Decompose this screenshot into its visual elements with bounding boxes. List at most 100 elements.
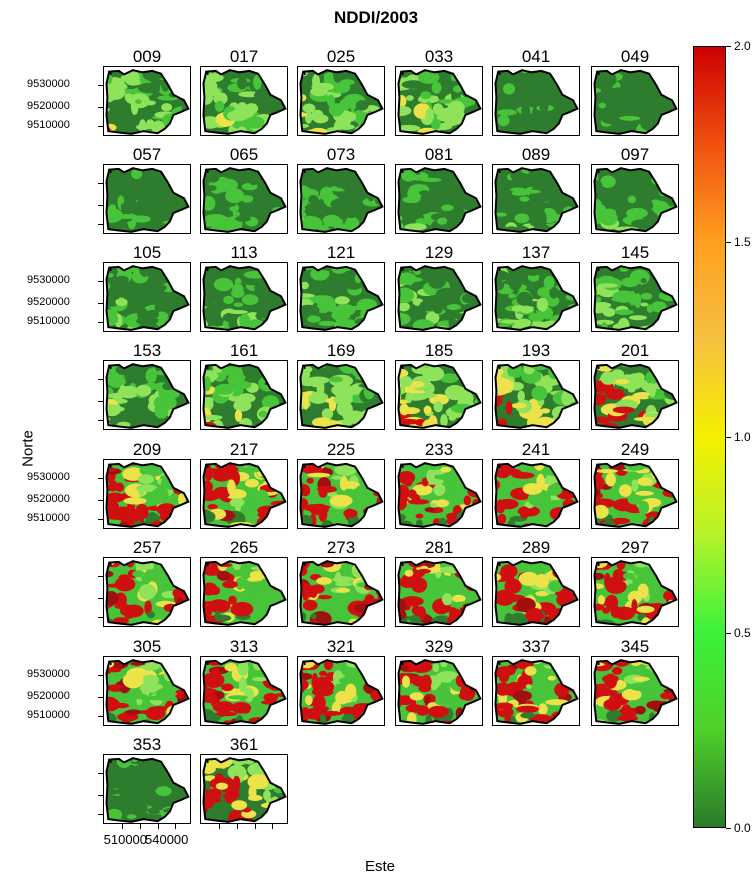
map-panel-129 xyxy=(395,262,483,332)
north-marker xyxy=(304,267,306,271)
y-tick-mark xyxy=(98,106,103,108)
map-outline xyxy=(299,363,384,429)
map-outline xyxy=(202,757,287,823)
map-outline xyxy=(299,462,384,528)
panel-frame xyxy=(492,262,580,332)
panel-frame xyxy=(103,754,191,824)
map-panel-201 xyxy=(591,360,679,430)
y-tick-mark xyxy=(98,84,103,86)
panel-title: 097 xyxy=(620,145,650,164)
panel-frame xyxy=(200,164,288,234)
panel-frame xyxy=(200,262,288,332)
panel-frame xyxy=(395,164,483,234)
y-tick-mark xyxy=(98,204,103,206)
map-panel-305 xyxy=(103,656,191,726)
panel-title: 361 xyxy=(229,735,259,754)
panel-frame xyxy=(103,360,191,430)
map-outline xyxy=(299,659,384,725)
panel-frame xyxy=(103,164,191,234)
map-outline xyxy=(105,363,190,429)
panel-title: 249 xyxy=(620,440,650,459)
panel-title: 329 xyxy=(424,637,454,656)
panel-frame xyxy=(591,66,679,136)
panel-frame xyxy=(200,66,288,136)
colorbar-tick-label: 0.5 xyxy=(734,625,751,640)
panel-title: 353 xyxy=(132,735,162,754)
panel-frame xyxy=(492,164,580,234)
panel-title: 113 xyxy=(230,243,258,262)
panel-frame xyxy=(200,557,288,627)
map-outline xyxy=(105,265,190,331)
north-marker xyxy=(207,562,209,566)
north-marker xyxy=(499,562,501,566)
panel-title: 089 xyxy=(521,145,551,164)
x-tick-label: 540000 xyxy=(145,832,189,847)
north-marker xyxy=(304,169,306,173)
map-outline xyxy=(202,265,287,331)
map-panel-209 xyxy=(103,459,191,529)
x-tick-mark xyxy=(236,824,238,829)
panel-title: 321 xyxy=(326,637,356,656)
y-tick-label: 9520000 xyxy=(27,689,70,702)
map-panel-345 xyxy=(591,656,679,726)
colorbar-gradient xyxy=(693,46,726,828)
colorbar-tick-label: 0.0 xyxy=(734,821,751,835)
map-panel-321 xyxy=(297,656,385,726)
map-outline xyxy=(202,659,287,725)
panel-frame xyxy=(297,66,385,136)
x-tick-mark xyxy=(122,824,124,829)
panel-frame xyxy=(103,66,191,136)
north-marker xyxy=(402,267,404,271)
panel-title: 153 xyxy=(132,341,162,360)
panel-frame xyxy=(395,360,483,430)
map-panel-337 xyxy=(492,656,580,726)
y-tick-label: 9530000 xyxy=(27,470,70,483)
north-marker xyxy=(598,661,600,665)
map-panel-017 xyxy=(200,66,288,136)
panel-title: 345 xyxy=(620,637,650,656)
y-tick-mark xyxy=(98,125,103,127)
y-tick-label: 9510000 xyxy=(27,314,70,327)
map-outline xyxy=(299,167,384,233)
x-tick-mark xyxy=(157,824,159,829)
map-panel-065 xyxy=(200,164,288,234)
north-marker xyxy=(499,169,501,173)
panel-title: 033 xyxy=(424,47,454,66)
north-marker xyxy=(207,365,209,369)
panel-title: 265 xyxy=(229,538,259,557)
panel-title: 041 xyxy=(521,47,551,66)
panel-frame xyxy=(492,66,580,136)
north-marker xyxy=(402,562,404,566)
map-panel-153 xyxy=(103,360,191,430)
panel-title: 305 xyxy=(132,637,162,656)
y-tick-mark xyxy=(98,223,103,225)
colorbar-tick-label: 1.5 xyxy=(734,234,751,249)
map-panel-353 xyxy=(103,754,191,824)
y-tick-mark xyxy=(98,477,103,479)
panel-title: 185 xyxy=(424,341,454,360)
panel-title: 121 xyxy=(326,243,356,262)
y-tick-mark xyxy=(98,674,103,676)
y-axis-label: Norte xyxy=(19,430,37,467)
panel-frame xyxy=(103,459,191,529)
y-tick-label: 9530000 xyxy=(27,273,70,286)
y-tick-mark xyxy=(98,597,103,599)
map-panel-233 xyxy=(395,459,483,529)
panel-title: 233 xyxy=(424,440,454,459)
map-outline xyxy=(494,167,579,233)
north-marker xyxy=(304,71,306,75)
y-tick-mark xyxy=(98,400,103,402)
y-tick-mark xyxy=(98,321,103,323)
panel-frame xyxy=(103,656,191,726)
map-panel-313 xyxy=(200,656,288,726)
north-marker xyxy=(207,267,209,271)
map-panel-273 xyxy=(297,557,385,627)
map-outline xyxy=(494,462,579,528)
map-panel-297 xyxy=(591,557,679,627)
panel-frame xyxy=(591,459,679,529)
figure-title: NDDI/2003 xyxy=(333,8,419,27)
map-panel-137 xyxy=(492,262,580,332)
map-outline xyxy=(202,69,287,135)
panel-frame xyxy=(591,360,679,430)
map-outline xyxy=(105,560,190,626)
